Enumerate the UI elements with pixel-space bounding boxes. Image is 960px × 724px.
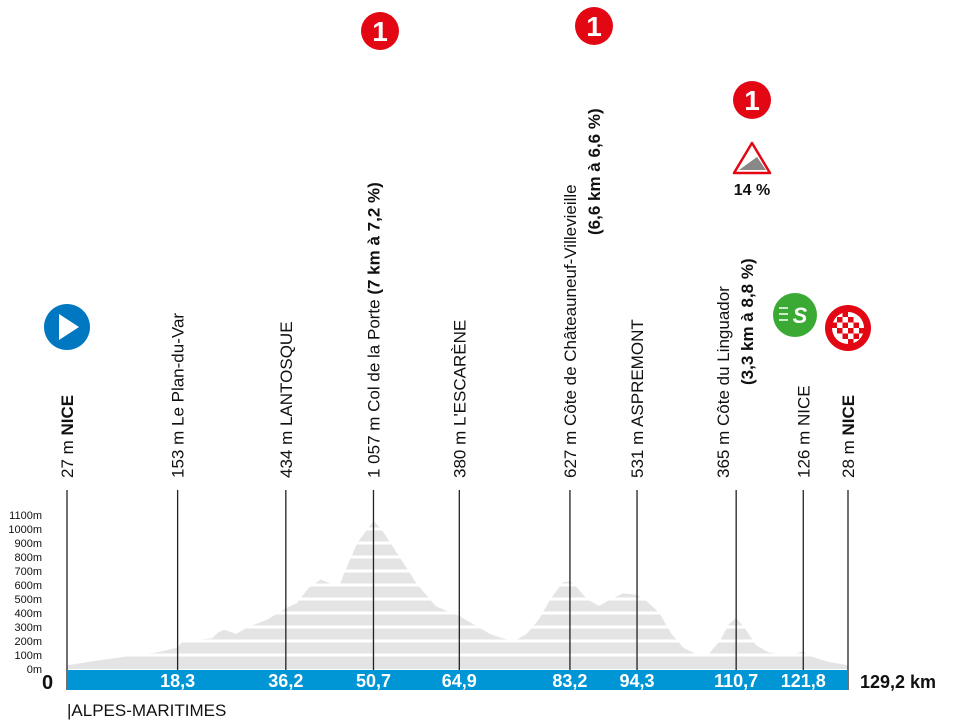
- category-circle: [575, 7, 613, 45]
- altitude: 531 m: [628, 427, 647, 478]
- y-tick-label: 800m: [14, 552, 42, 564]
- altitude: 153 m: [169, 426, 188, 478]
- km-label: 36,2: [268, 671, 303, 691]
- waypoint-label: 1 057 m Col de la Porte (7 km à 7,2 %): [364, 182, 383, 478]
- waypoint-icons: 1 1 1 14 % S: [44, 7, 871, 351]
- altitude: 365 m: [714, 426, 733, 478]
- max-gradient-icon: 14 %: [732, 141, 772, 199]
- place-name: Col de la Porte: [364, 299, 383, 411]
- waypoint-label: 28 m NICE: [839, 395, 858, 478]
- climb-category-icon: 1: [575, 7, 613, 45]
- altitude: 28 m: [839, 435, 858, 478]
- place-name: LANTOSQUE: [277, 321, 296, 426]
- y-tick-label: 300m: [14, 622, 42, 634]
- sprint-circle: [773, 293, 817, 337]
- category-circle: [733, 81, 771, 119]
- waypoint-label: 627 m Côte de Châteauneuf-Villevieille: [561, 184, 580, 478]
- region-label: |ALPES-MARITIMES: [67, 701, 226, 720]
- y-tick-label: 500m: [14, 594, 42, 606]
- checker-square: [853, 333, 859, 339]
- altitude: 126 m: [794, 426, 813, 478]
- distance-bar: [67, 670, 848, 690]
- climb-detail: (3,3 km à 8,8 %): [738, 258, 757, 385]
- place-name: ASPREMONT: [628, 319, 647, 427]
- checker-square: [848, 317, 854, 323]
- checker-square: [848, 328, 854, 334]
- y-tick-label: 0m: [27, 664, 42, 676]
- altitude: 27 m: [58, 435, 77, 478]
- waypoint-label: 365 m Côte du Linguador: [714, 286, 733, 478]
- y-axis: 0m 100m 200m 300m 400m 500m 600m 700m 800m 900m 10…: [8, 510, 42, 676]
- finish-icon: [825, 305, 871, 351]
- place-name: Le Plan-du-Var: [169, 313, 188, 426]
- play-triangle: [59, 314, 79, 340]
- km-label: 121,8: [781, 671, 826, 691]
- max-gradient-label: 14 %: [734, 182, 770, 199]
- start-icon: [44, 304, 90, 350]
- place-name: NICE: [839, 395, 858, 436]
- km-label: 83,2: [552, 671, 587, 691]
- altitude: 627 m: [561, 426, 580, 478]
- y-tick-label: 1100m: [9, 510, 42, 522]
- waypoint-label: 531 m ASPREMONT: [628, 319, 647, 478]
- waypoint-label: 126 m NICE: [794, 385, 813, 478]
- climb-category-icon: 1: [361, 12, 399, 50]
- category-number: 1: [744, 85, 760, 116]
- checker-square: [859, 328, 865, 334]
- altitude: 1 057 m: [364, 412, 383, 478]
- start-km-label: 0: [42, 672, 53, 694]
- y-tick-label: 700m: [14, 566, 42, 578]
- y-tick-label: 1000m: [8, 524, 42, 536]
- checker-square: [831, 322, 837, 328]
- waypoint-labels: 27 m NICE 153 m Le Plan-du-Var 434 m LANTO…: [58, 108, 858, 478]
- waypoint-label: 153 m Le Plan-du-Var: [169, 313, 188, 478]
- km-labels: 18,3 36,2 50,7 64,9 83,2 94,3 110,7 121,8: [160, 671, 826, 691]
- climb-detail: (7 km à 7,2 %): [364, 182, 383, 299]
- climb-category-icon: 1: [733, 81, 771, 119]
- gradient-slope: [739, 157, 766, 170]
- y-tick-label: 200m: [14, 636, 42, 648]
- place-name: NICE: [794, 385, 813, 426]
- waypoint-label: 380 m L'ESCARÈNE: [450, 320, 469, 478]
- altitude: 434 m: [277, 426, 296, 478]
- km-label: 110,7: [714, 671, 758, 691]
- y-tick-label: 900m: [14, 538, 42, 550]
- place-name: L'ESCARÈNE: [450, 320, 469, 426]
- checker-square: [842, 311, 848, 317]
- waypoint-label: 27 m NICE: [58, 395, 77, 478]
- category-circle: [361, 12, 399, 50]
- climb-detail: (6,6 km à 6,6 %): [585, 108, 604, 235]
- checker-square: [842, 322, 848, 328]
- y-tick-label: 400m: [14, 608, 42, 620]
- category-number: 1: [586, 11, 602, 42]
- checker-square: [837, 317, 843, 323]
- elevation-profile: [67, 513, 848, 669]
- y-tick-label: 100m: [14, 650, 42, 662]
- km-label: 50,7: [356, 671, 391, 691]
- waypoint-label: 434 m LANTOSQUE: [277, 321, 296, 478]
- waypoint-lines: [66, 490, 849, 690]
- checker-square: [853, 322, 859, 328]
- place-name: Côte du Linguador: [714, 286, 733, 426]
- place-name: Côte de Châteauneuf-Villevieille: [561, 184, 580, 426]
- checker-square: [842, 333, 848, 339]
- km-label: 18,3: [160, 671, 195, 691]
- sprint-letter: S: [793, 303, 808, 328]
- sprint-icon: S: [773, 293, 817, 337]
- y-tick-label: 600m: [14, 580, 42, 592]
- checker-square: [837, 328, 843, 334]
- place-name: NICE: [58, 395, 77, 436]
- km-label: 94,3: [620, 671, 655, 691]
- category-number: 1: [372, 16, 388, 47]
- altitude: 380 m: [450, 426, 469, 478]
- profile-area: [67, 521, 848, 669]
- total-distance-label: 129,2 km: [860, 672, 936, 692]
- km-label: 64,9: [442, 671, 477, 691]
- checker-square: [848, 339, 854, 345]
